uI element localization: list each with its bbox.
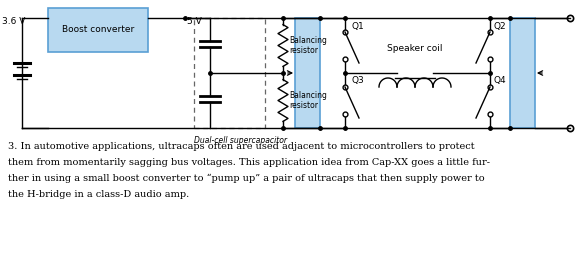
Text: them from momentarily sagging bus voltages. This application idea from Cap-XX go: them from momentarily sagging bus voltag… — [8, 158, 490, 167]
Text: Balancing
resistor: Balancing resistor — [289, 36, 327, 55]
Text: Boost converter: Boost converter — [62, 25, 134, 35]
Text: 3.6 V: 3.6 V — [2, 17, 25, 26]
Bar — [48, 8, 148, 52]
Bar — [194, 18, 265, 128]
Text: Q3: Q3 — [351, 76, 364, 85]
Text: ther in using a small boost converter to “pump up” a pair of ultracaps that then: ther in using a small boost converter to… — [8, 174, 484, 183]
Bar — [295, 18, 320, 128]
Text: Dual-cell supercapacitor: Dual-cell supercapacitor — [194, 136, 287, 145]
Text: Speaker coil: Speaker coil — [387, 44, 443, 53]
Text: 3. In automotive applications, ultracaps often are used adjacent to microcontrol: 3. In automotive applications, ultracaps… — [8, 142, 474, 151]
Text: Balancing
resistor: Balancing resistor — [289, 91, 327, 110]
Text: 5 V: 5 V — [187, 17, 202, 26]
Bar — [510, 18, 535, 128]
Text: Q2: Q2 — [494, 21, 507, 31]
Text: Q1: Q1 — [351, 21, 364, 31]
Text: Q4: Q4 — [494, 76, 507, 85]
Text: the H-bridge in a class-D audio amp.: the H-bridge in a class-D audio amp. — [8, 190, 190, 199]
